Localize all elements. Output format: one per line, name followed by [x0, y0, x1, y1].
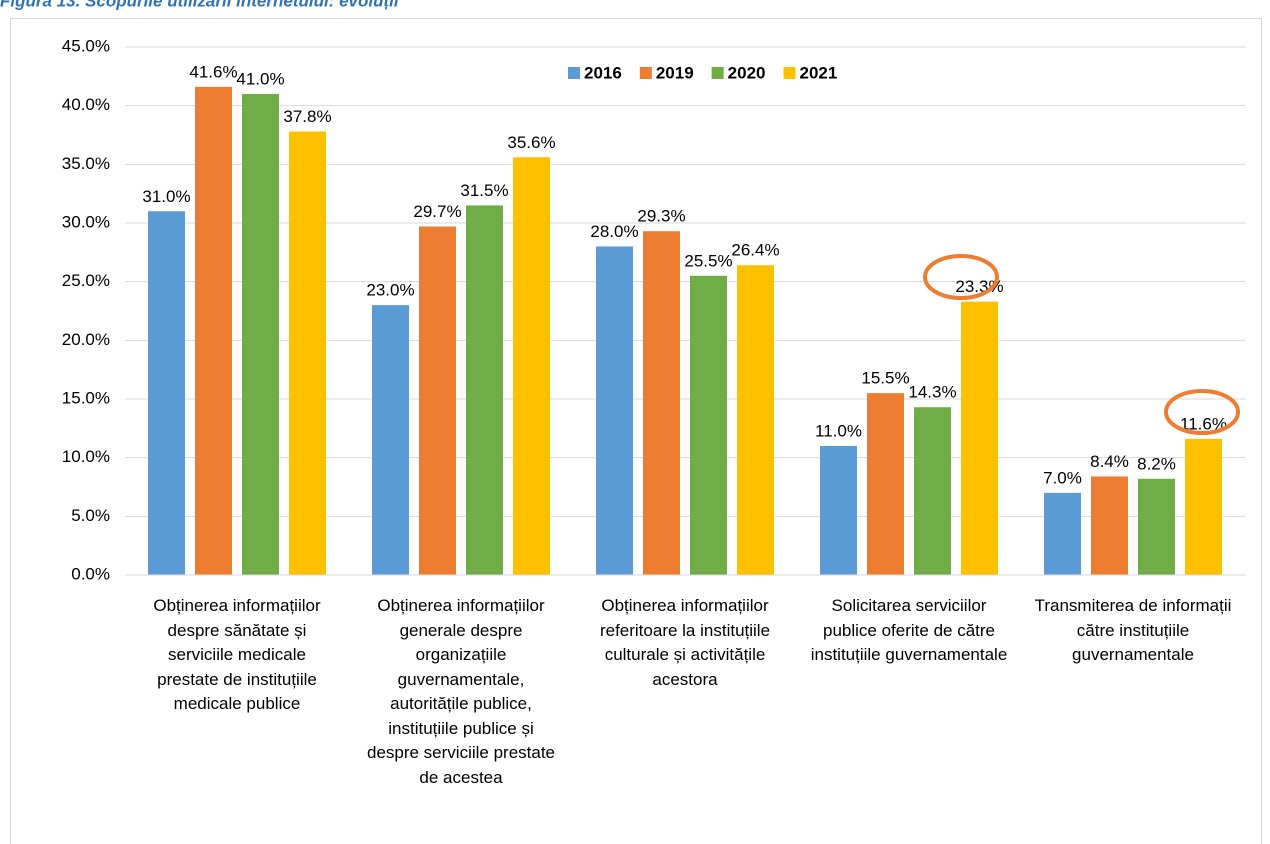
bar — [596, 246, 633, 575]
bar — [513, 157, 550, 575]
value-label: 15.5% — [861, 369, 909, 388]
value-label: 8.4% — [1090, 452, 1129, 471]
y-tick-label: 40.0% — [62, 95, 110, 114]
legend-swatch — [783, 67, 796, 79]
highlight-oval — [1164, 389, 1240, 435]
bar — [1091, 476, 1128, 575]
value-label: 31.5% — [460, 181, 508, 200]
x-tick-label: Solicitarea serviciilor publice oferite … — [810, 596, 1008, 664]
bar — [466, 205, 503, 575]
value-label: 41.6% — [189, 62, 237, 81]
value-label: 25.5% — [684, 251, 732, 270]
value-label: 11.0% — [815, 421, 862, 440]
value-label: 11.6% — [1180, 414, 1227, 433]
legend-swatch — [711, 67, 724, 79]
y-tick-label: 45.0% — [62, 36, 110, 55]
x-tick-label: Obținerea informațiilor referitoare la i… — [599, 596, 771, 689]
value-label: 23.0% — [366, 281, 414, 300]
value-label: 41.0% — [236, 69, 284, 88]
y-tick-label: 0.0% — [71, 564, 110, 583]
bar — [148, 211, 185, 575]
value-label: 35.6% — [507, 133, 555, 152]
y-tick-label: 20.0% — [62, 330, 110, 349]
legend-label: 2021 — [799, 63, 837, 82]
bar — [690, 275, 727, 575]
value-label: 8.2% — [1137, 454, 1176, 473]
bar — [867, 393, 904, 575]
legend-swatch — [639, 67, 652, 79]
legend-swatch — [568, 67, 580, 79]
value-label: 37.8% — [283, 107, 331, 126]
y-tick-label: 30.0% — [62, 212, 110, 231]
y-tick-label: 25.0% — [62, 271, 110, 290]
bar — [914, 407, 951, 575]
value-label: 28.0% — [590, 222, 638, 241]
y-tick-label: 35.0% — [62, 154, 110, 173]
legend-label: 2019 — [656, 63, 694, 82]
highlight-oval — [923, 254, 999, 300]
y-tick-label: 15.0% — [62, 388, 110, 407]
bar — [195, 86, 232, 575]
value-label: 29.3% — [637, 207, 685, 226]
value-label: 14.3% — [908, 383, 956, 402]
bar — [820, 445, 857, 575]
value-label: 7.0% — [1043, 468, 1082, 487]
bar — [737, 265, 774, 575]
legend-label: 2016 — [584, 63, 622, 82]
value-label: 31.0% — [142, 187, 190, 206]
bar — [643, 231, 680, 576]
bar — [289, 131, 326, 576]
bar — [1044, 492, 1081, 575]
bar — [1185, 438, 1222, 575]
legend-label: 2020 — [728, 63, 766, 82]
x-tick-label: Obținerea informațiilor despre sănătate … — [153, 596, 321, 713]
value-label: 26.4% — [731, 241, 779, 260]
bar — [419, 226, 456, 575]
x-tick-label: Transmiterea de informații către institu… — [1034, 596, 1232, 664]
y-tick-label: 10.0% — [62, 447, 110, 466]
value-label: 29.7% — [413, 202, 461, 221]
chart-title: Figura 13. Scopurile utilizării internet… — [0, 0, 400, 10]
bar — [961, 301, 998, 575]
x-tick-label: Obținerea informațiilor generale despre … — [366, 596, 556, 787]
bar — [372, 305, 409, 575]
bar — [1138, 478, 1175, 575]
y-tick-label: 5.0% — [71, 506, 110, 525]
value-label: 23.3% — [955, 277, 1003, 296]
bar — [242, 93, 279, 575]
